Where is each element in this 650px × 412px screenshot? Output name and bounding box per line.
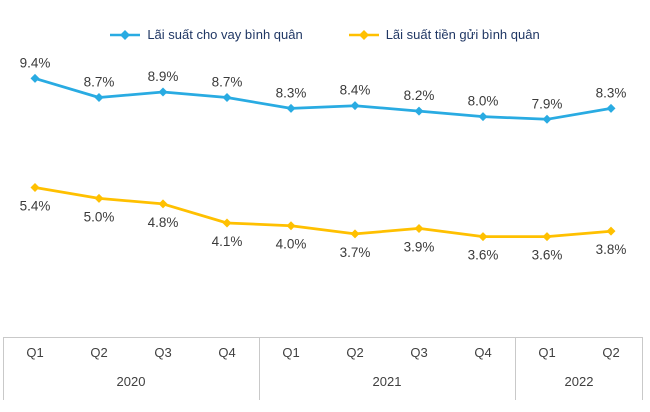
data-point-marker-icon	[350, 101, 360, 111]
data-point-label: 3.6%	[468, 248, 499, 263]
data-point-label: 3.8%	[596, 242, 627, 257]
data-point-marker-icon	[286, 103, 296, 113]
data-point-label: 8.2%	[404, 88, 435, 103]
x-axis-year-label: 2021	[372, 374, 402, 389]
data-point-label: 9.4%	[20, 55, 51, 70]
legend-marker-icon	[348, 29, 379, 40]
data-point-marker-icon	[414, 106, 424, 116]
data-point-marker-icon	[158, 87, 168, 97]
x-axis-quarter-label: Q1	[538, 345, 556, 360]
data-point-label: 8.3%	[276, 85, 307, 100]
data-point-label: 8.7%	[212, 75, 243, 90]
legend-marker-icon	[110, 29, 141, 40]
legend-label: Lãi suất cho vay bình quân	[147, 27, 303, 42]
x-axis-quarter-label: Q4	[474, 345, 492, 360]
data-point-label: 3.7%	[340, 245, 371, 260]
data-point-label: 5.0%	[84, 209, 115, 224]
data-point-marker-icon	[542, 114, 552, 124]
x-axis-group-separator	[3, 338, 4, 400]
data-point-marker-icon	[542, 232, 552, 242]
data-point-marker-icon	[94, 92, 104, 102]
x-axis-group-separator	[259, 338, 260, 400]
data-point-marker-icon	[414, 223, 424, 233]
data-point-label: 3.9%	[404, 239, 435, 254]
line-chart: 9.4% 8.7% 8.9% 8.7% 8.3% 8.4% 8.2% 8.0% 7.9% 8.3%…	[20, 55, 627, 263]
data-point-marker-icon	[350, 229, 360, 239]
x-axis-quarter-label: Q3	[154, 345, 172, 360]
data-point-label: 8.7%	[84, 75, 115, 90]
x-axis-group-separator	[515, 338, 516, 400]
legend-item: Lãi suất tiền gửi bình quân	[348, 27, 540, 42]
data-point-label: 8.0%	[468, 94, 499, 109]
data-point-label: 7.9%	[532, 96, 563, 111]
data-point-label: 3.6%	[532, 248, 563, 263]
legend-item: Lãi suất cho vay bình quân	[110, 27, 303, 42]
data-point-marker-icon	[606, 226, 616, 236]
data-point-label: 8.9%	[148, 69, 179, 84]
data-point-label: 4.1%	[212, 234, 243, 249]
data-point-marker-icon	[478, 112, 488, 122]
data-point-marker-icon	[606, 103, 616, 113]
x-axis: Q1 Q2 Q3 Q4 Q1 Q2 Q3 Q4 Q1 Q2 2020 2021 2022	[3, 337, 643, 412]
data-point-marker-icon	[158, 199, 168, 209]
x-axis-group-separator	[642, 338, 643, 400]
legend: Lãi suất cho vay bình quân Lãi suất tiền…	[0, 27, 650, 42]
data-point-marker-icon	[30, 73, 40, 83]
x-axis-quarter-label: Q4	[218, 345, 236, 360]
x-axis-quarter-label: Q2	[602, 345, 620, 360]
x-axis-quarter-label: Q1	[26, 345, 44, 360]
data-point-marker-icon	[286, 221, 296, 231]
x-axis-year-label: 2020	[116, 374, 146, 389]
data-point-marker-icon	[30, 183, 40, 193]
data-point-label: 4.8%	[148, 215, 179, 230]
data-point-marker-icon	[222, 218, 232, 228]
x-axis-quarter-label: Q3	[410, 345, 428, 360]
series-line-0	[33, 77, 613, 121]
data-point-marker-icon	[94, 193, 104, 203]
x-axis-quarter-label: Q2	[90, 345, 108, 360]
data-point-marker-icon	[478, 232, 488, 242]
x-axis-quarter-label: Q1	[282, 345, 300, 360]
data-point-label: 5.4%	[20, 199, 51, 214]
legend-label: Lãi suất tiền gửi bình quân	[385, 27, 540, 42]
data-point-marker-icon	[222, 92, 232, 102]
data-point-label: 4.0%	[276, 237, 307, 252]
data-point-label: 8.4%	[340, 83, 371, 98]
data-point-label: 8.3%	[596, 85, 627, 100]
series-line-1	[33, 186, 613, 238]
x-axis-quarter-label: Q2	[346, 345, 364, 360]
x-axis-year-label: 2022	[564, 374, 594, 389]
